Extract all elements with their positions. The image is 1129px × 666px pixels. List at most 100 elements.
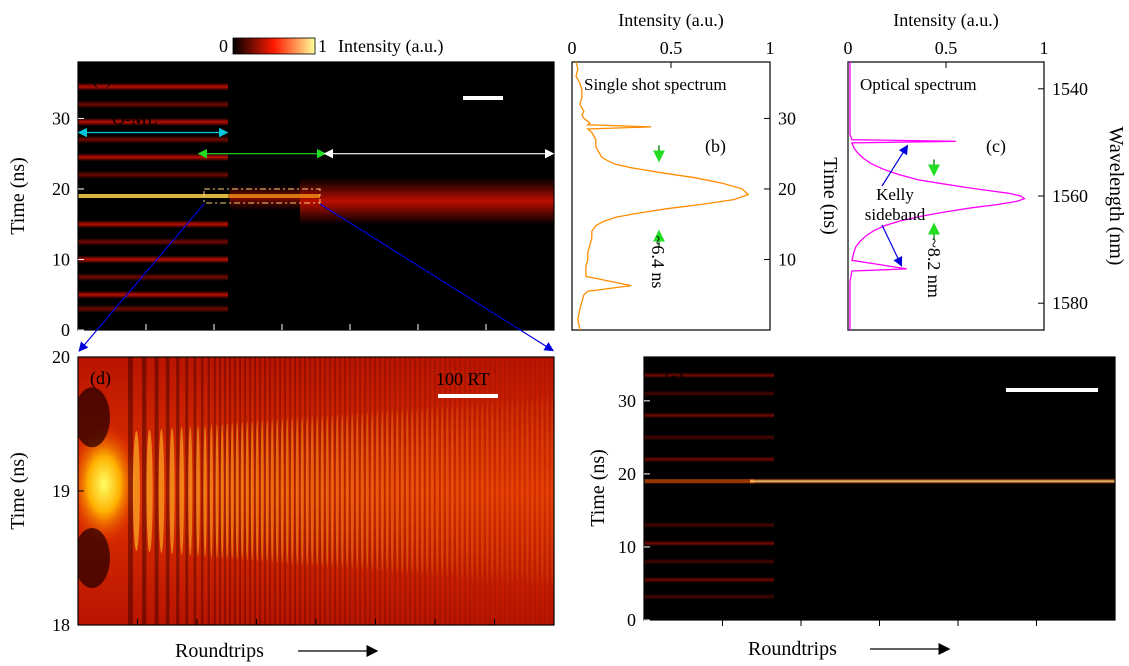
fringe-bright xyxy=(340,414,344,568)
fringe-bright xyxy=(530,398,534,584)
y-tick-label: 19 xyxy=(52,481,70,501)
x-tick-label: 0.5 xyxy=(660,38,683,58)
panel-c-title: Optical spectrum xyxy=(860,75,977,94)
fringe-bright xyxy=(475,403,479,579)
colorbar: 0 1 Intensity (a.u.) xyxy=(219,36,443,57)
y-tick-label: 20 xyxy=(778,179,796,199)
fringe-dark xyxy=(269,357,271,625)
fringe-dark xyxy=(479,357,481,625)
x-tick-label: 1 xyxy=(766,38,775,58)
fringe-bright xyxy=(515,400,519,582)
x-tick-label: 1 xyxy=(1040,38,1049,58)
fringe-dark xyxy=(185,357,189,625)
fringe-dark xyxy=(409,357,411,625)
fringe-dark xyxy=(349,357,351,625)
fringe-dark xyxy=(434,357,436,625)
heatmap-band xyxy=(78,100,228,109)
pulse-blob xyxy=(78,422,140,547)
heatmap-band xyxy=(78,82,228,91)
fringe-bright xyxy=(158,428,165,554)
fringe-dark xyxy=(534,357,536,625)
y-tick-label: 10 xyxy=(778,249,796,269)
fringe-bright xyxy=(465,404,469,578)
fringe-dark xyxy=(449,357,451,625)
x-tick-label: 0 xyxy=(844,38,853,58)
fringe-dark xyxy=(128,357,133,625)
fringe-dark xyxy=(254,357,256,625)
heatmap-band xyxy=(644,576,774,583)
fringe-dark xyxy=(494,357,496,625)
fringe-bright xyxy=(335,414,339,568)
fringe-dark xyxy=(289,357,291,625)
heatmap-band xyxy=(78,255,228,264)
fringe-bright xyxy=(440,406,444,576)
panel-c-label: (c) xyxy=(986,136,1006,157)
fringe-bright xyxy=(215,424,219,558)
fringe-dark xyxy=(339,357,341,625)
fringe-bright xyxy=(320,415,324,567)
panel-a-frame xyxy=(77,61,555,331)
fringe-bright xyxy=(525,399,529,583)
kelly-arrow-bottom xyxy=(881,224,903,267)
panel-b: 0 0.5 1 10 20 30 Intensity (a.u.) Time (ns) Sing… xyxy=(568,10,841,331)
fringe-bright xyxy=(270,419,274,563)
heatmap-band xyxy=(78,135,228,144)
zoom-connector-right xyxy=(319,203,555,352)
fringe-bright xyxy=(500,401,504,581)
fringe-bright xyxy=(485,402,489,580)
fringe-bright xyxy=(275,419,279,563)
y-tick-label: 20 xyxy=(52,179,70,199)
colorbar-max-label: 1 xyxy=(318,36,327,56)
fringe-dark xyxy=(304,357,306,625)
fringe-dark xyxy=(544,357,546,625)
heatmap-band xyxy=(644,558,774,565)
fringe-bright xyxy=(405,408,409,574)
fringe-bright xyxy=(265,420,269,562)
y-tick-label: 20 xyxy=(52,347,70,367)
fringe-dark xyxy=(329,357,331,625)
fwhm-annotation: ~8.2 nm xyxy=(924,238,944,298)
fringe-bright xyxy=(203,425,207,557)
fringe-dark xyxy=(344,357,346,625)
fringe-bright xyxy=(300,417,304,565)
panel-d: 18 19 20 (d) 100 RT xyxy=(52,347,555,635)
fringe-bright xyxy=(410,408,414,574)
y-tick-label: 30 xyxy=(778,108,796,128)
fringe-bright xyxy=(390,410,394,572)
panel-d-xlabel: Roundtrips xyxy=(175,640,264,662)
heatmap-band xyxy=(644,456,774,463)
fringe-bright xyxy=(230,422,234,560)
fringe-dark xyxy=(324,357,326,625)
fringe-bright xyxy=(505,400,509,582)
fringe-dark xyxy=(314,357,316,625)
fringe-dark xyxy=(299,357,301,625)
fringe-bright xyxy=(460,404,464,578)
fringe-dark xyxy=(359,357,361,625)
panel-e-label: (e) xyxy=(664,368,684,389)
panel-b-ylabel: Time (ns) xyxy=(819,157,841,235)
fringe-dark xyxy=(404,357,406,625)
fringe-bright xyxy=(520,399,524,583)
fwhm-annotation: ~6.4 ns xyxy=(648,236,668,289)
fringe-dark xyxy=(389,357,391,625)
stable-pulse-line xyxy=(750,478,1115,485)
fringe-bright xyxy=(245,421,249,561)
heatmap-band xyxy=(78,153,228,162)
fringe-bright xyxy=(430,406,434,576)
y-tick-label: 30 xyxy=(52,108,70,128)
beating-label: Beating xyxy=(234,131,290,151)
heatmap-band xyxy=(78,170,228,179)
fringe-bright xyxy=(179,427,184,555)
fringe-bright xyxy=(385,410,389,572)
zoom-connector-left xyxy=(78,203,205,352)
fringe-bright xyxy=(380,410,384,572)
fringe-bright xyxy=(365,412,369,570)
colorbar-gradient xyxy=(232,37,316,55)
panel-e-background xyxy=(644,357,1115,620)
heatmap-band xyxy=(644,434,774,441)
fringe-bright xyxy=(132,431,140,551)
y-tick-label: 10 xyxy=(52,249,70,269)
y-tick-label: 30 xyxy=(618,391,636,411)
optical-spectrum-line xyxy=(849,62,1026,330)
heatmap-band xyxy=(644,372,774,379)
